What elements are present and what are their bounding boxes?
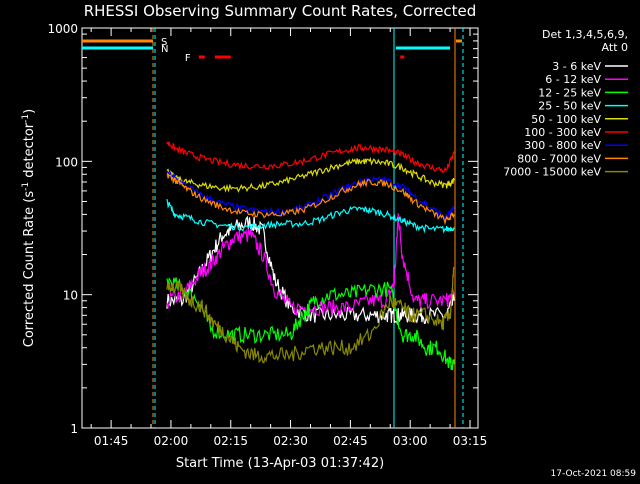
x-axis-label: Start Time (13-Apr-03 01:37:42) [176, 456, 384, 471]
y-tick-label: 10 [63, 289, 78, 303]
legend-header-line2: Att 0 [602, 41, 628, 54]
series-line-4 [166, 198, 455, 234]
legend-label-3: 12 - 25 keV [538, 86, 601, 99]
legend-label-5: 50 - 100 keV [531, 113, 601, 126]
legend-label-6: 100 - 300 keV [524, 126, 601, 139]
legend-label-7: 300 - 800 keV [524, 139, 601, 152]
legend-label-8: 800 - 7000 keV [517, 152, 601, 165]
x-tick-label: 02:45 [333, 434, 368, 448]
y-tick-label: 100 [55, 155, 78, 169]
y-axis-label-main: Corrected Count Rate (s [22, 191, 37, 348]
y-axis-label-sup1: -1 [21, 182, 31, 191]
x-tick-label: 02:30 [273, 434, 308, 448]
y-axis-label-sup2: -1 [21, 114, 31, 123]
x-tick-label: 02:15 [213, 434, 248, 448]
plot-frame [81, 27, 479, 429]
x-tick-label: 03:00 [393, 434, 428, 448]
series-line-1 [166, 215, 455, 326]
legend-label-4: 25 - 50 keV [538, 100, 601, 113]
x-tick-label: 02:00 [154, 434, 189, 448]
legend-label-1: 3 - 6 keV [552, 60, 601, 73]
y-axis-label-end: ) [22, 109, 37, 114]
y-axis-label-mid: detector [22, 122, 37, 182]
y-tick-label: 1000 [47, 22, 78, 36]
series-line-5 [166, 156, 455, 193]
x-tick-label: 03:15 [453, 434, 488, 448]
series-line-6 [166, 141, 455, 173]
legend-label-9: 7000 - 15000 keV [503, 166, 601, 179]
series-line-2 [166, 213, 455, 317]
y-tick-label: 1 [70, 422, 78, 436]
plot-area: 01:45 02:00 02:15 02:30 02:45 03:00 03:15 1 10 10… [47, 22, 487, 448]
marker-label-N: N [161, 44, 168, 55]
marker-label-S: S [161, 37, 167, 48]
chart-title: RHESSI Observing Summary Count Rates, Co… [84, 2, 477, 20]
marker-label-F: F [185, 53, 191, 64]
legend-label-2: 6 - 12 keV [545, 73, 601, 86]
x-tick-label: 01:45 [94, 434, 129, 448]
series-line-3 [166, 277, 455, 371]
series-line-8 [166, 172, 455, 226]
legend-header-line1: Det 1,3,4,5,6,9, [542, 28, 628, 41]
footer-timestamp: 17-Oct-2021 08:59 [551, 469, 637, 479]
series-line-9 [166, 266, 455, 364]
y-axis-label: Corrected Count Rate (s-1 detector-1) [21, 109, 37, 347]
series-line-7 [166, 170, 455, 221]
